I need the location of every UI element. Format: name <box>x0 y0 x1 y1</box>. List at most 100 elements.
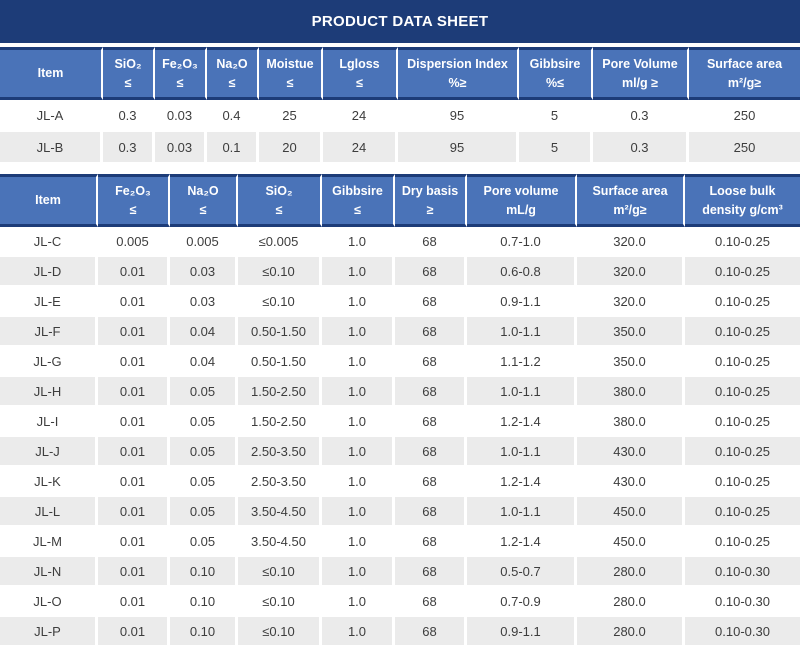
header-line1: SiO₂ <box>265 184 293 199</box>
value-cell: 0.10-0.25 <box>685 287 800 317</box>
value-cell: 0.01 <box>98 257 170 287</box>
header-line2: density g/cm³ <box>702 202 783 217</box>
table-row-jl-o: JL-O 0.01 0.10 ≤0.10 1.0 68 0.7-0.9 280.0 0.10-0… <box>0 587 800 617</box>
item-cell: JL-P <box>0 617 98 647</box>
value-cell: 0.01 <box>98 377 170 407</box>
value-cell: 0.05 <box>170 437 238 467</box>
value-cell: 5 <box>519 132 593 164</box>
item-cell: JL-A <box>0 100 103 132</box>
value-cell: 0.3 <box>103 132 155 164</box>
header-line1: Surface area <box>592 184 668 199</box>
value-cell: 380.0 <box>577 377 685 407</box>
column-header-gibbsire: Gibbsire %≤ <box>519 47 593 100</box>
item-cell: JL-G <box>0 347 98 377</box>
value-cell: 0.05 <box>170 377 238 407</box>
spec-table-a: Item SiO₂ ≤ Fe₂O₃ ≤ Na₂O ≤ Moistue ≤ Lgloss ≤ Dispe… <box>0 47 800 164</box>
item-cell: JL-D <box>0 257 98 287</box>
value-cell: 2.50-3.50 <box>238 437 322 467</box>
value-cell: 320.0 <box>577 257 685 287</box>
value-cell: 0.03 <box>170 287 238 317</box>
value-cell: 24 <box>323 132 398 164</box>
value-cell: 5 <box>519 100 593 132</box>
table-row-jl-n: JL-N 0.01 0.10 ≤0.10 1.0 68 0.5-0.7 280.0 0.10-0… <box>0 557 800 587</box>
value-cell: 0.05 <box>170 467 238 497</box>
value-cell: 0.50-1.50 <box>238 317 322 347</box>
value-cell: 68 <box>395 467 467 497</box>
value-cell: 0.10-0.30 <box>685 587 800 617</box>
item-cell: JL-H <box>0 377 98 407</box>
header-line2: mL/g <box>506 202 536 217</box>
item-cell: JL-I <box>0 407 98 437</box>
column-header-dry-basis: Dry basis ≥ <box>395 174 467 227</box>
item-cell: JL-K <box>0 467 98 497</box>
value-cell: ≤0.005 <box>238 227 322 257</box>
value-cell: 0.10-0.25 <box>685 437 800 467</box>
table-divider <box>0 164 800 174</box>
value-cell: 1.0 <box>322 587 395 617</box>
header-row: Item Fe₂O₃ ≤ Na₂O ≤ SiO₂ ≤ Gibbsire ≤ Dry basis ≥ P… <box>0 174 800 227</box>
value-cell: 0.10-0.25 <box>685 347 800 377</box>
value-cell: 2.50-3.50 <box>238 467 322 497</box>
item-cell: JL-J <box>0 437 98 467</box>
value-cell: 320.0 <box>577 287 685 317</box>
value-cell: 0.10 <box>170 617 238 647</box>
item-cell: JL-F <box>0 317 98 347</box>
header-line2: ≤ <box>176 75 184 90</box>
value-cell: 68 <box>395 317 467 347</box>
column-header-fe-o-: Fe₂O₃ ≤ <box>98 174 170 227</box>
value-cell: 430.0 <box>577 437 685 467</box>
header-line1: Dry basis <box>401 184 459 199</box>
value-cell: 1.0 <box>322 617 395 647</box>
value-cell: 68 <box>395 287 467 317</box>
value-cell: 0.3 <box>103 100 155 132</box>
value-cell: 250 <box>689 100 800 132</box>
header-line1: Fe₂O₃ <box>115 184 151 199</box>
value-cell: 0.9-1.1 <box>467 287 577 317</box>
value-cell: 0.10-0.30 <box>685 617 800 647</box>
value-cell: 0.10-0.25 <box>685 317 800 347</box>
header-line2: ≤ <box>124 75 132 90</box>
value-cell: 0.04 <box>170 347 238 377</box>
value-cell: 0.04 <box>170 317 238 347</box>
header-line1: Item <box>37 66 64 81</box>
value-cell: 0.05 <box>170 527 238 557</box>
value-cell: 0.6-0.8 <box>467 257 577 287</box>
value-cell: 0.3 <box>593 100 689 132</box>
table-row-jl-k: JL-K 0.01 0.05 2.50-3.50 1.0 68 1.2-1.4 430.0 0.… <box>0 467 800 497</box>
value-cell: 0.7-0.9 <box>467 587 577 617</box>
header-line1: Gibbsire <box>332 184 383 199</box>
value-cell: 1.2-1.4 <box>467 527 577 557</box>
item-cell: JL-L <box>0 497 98 527</box>
value-cell: 1.0 <box>322 527 395 557</box>
header-line1: Gibbsire <box>529 57 581 72</box>
column-header-item: Item <box>0 174 98 227</box>
value-cell: 0.50-1.50 <box>238 347 322 377</box>
value-cell: 450.0 <box>577 497 685 527</box>
value-cell: 1.0 <box>322 347 395 377</box>
value-cell: 68 <box>395 527 467 557</box>
table-row-jl-i: JL-I 0.01 0.05 1.50-2.50 1.0 68 1.2-1.4 380.0 0.… <box>0 407 800 437</box>
value-cell: 0.01 <box>98 527 170 557</box>
value-cell: 0.10-0.25 <box>685 497 800 527</box>
header-line1: Moistue <box>266 57 314 72</box>
value-cell: 1.0 <box>322 377 395 407</box>
header-line1: Fe₂O₃ <box>162 57 198 72</box>
value-cell: 1.0 <box>322 287 395 317</box>
value-cell: 1.0 <box>322 227 395 257</box>
column-header-moistue: Moistue ≤ <box>259 47 323 100</box>
value-cell: 0.10-0.30 <box>685 557 800 587</box>
value-cell: 68 <box>395 347 467 377</box>
header-row: Item SiO₂ ≤ Fe₂O₃ ≤ Na₂O ≤ Moistue ≤ Lgloss ≤ Dispe… <box>0 47 800 100</box>
header-line2: m²/g≥ <box>727 75 762 90</box>
value-cell: 0.03 <box>155 100 207 132</box>
value-cell: ≤0.10 <box>238 257 322 287</box>
column-header-dispersion-index: Dispersion Index %≥ <box>398 47 519 100</box>
value-cell: 0.005 <box>98 227 170 257</box>
value-cell: 1.0-1.1 <box>467 497 577 527</box>
table-row-jl-h: JL-H 0.01 0.05 1.50-2.50 1.0 68 1.0-1.1 380.0 0.… <box>0 377 800 407</box>
value-cell: 0.005 <box>170 227 238 257</box>
value-cell: 0.4 <box>207 100 259 132</box>
column-header-na-o: Na₂O ≤ <box>207 47 259 100</box>
value-cell: 0.05 <box>170 497 238 527</box>
value-cell: 68 <box>395 497 467 527</box>
